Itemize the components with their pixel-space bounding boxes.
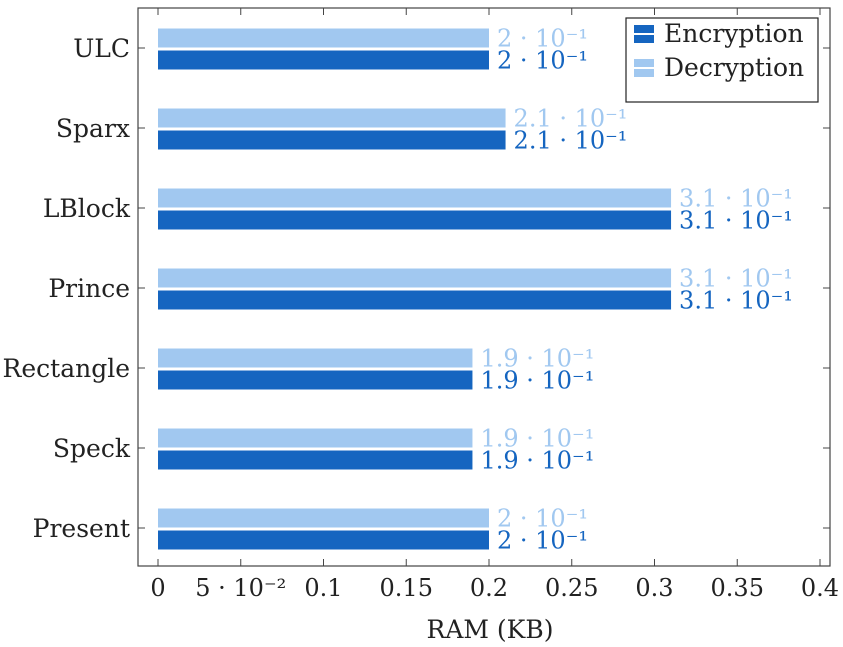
decryption-value-label: 1.9 · 10⁻¹ xyxy=(480,425,594,453)
encryption-bar xyxy=(158,290,672,310)
encryption-value-label: 2.1 · 10⁻¹ xyxy=(514,127,628,155)
x-tick-label: 0.1 xyxy=(304,574,342,602)
decryption-bar xyxy=(158,508,489,528)
x-axis-title: RAM (KB) xyxy=(427,615,554,644)
x-tick-label: 0.4 xyxy=(801,574,839,602)
x-tick-label: 0.15 xyxy=(380,574,433,602)
legend-box xyxy=(625,17,819,103)
encryption-bar xyxy=(158,130,506,150)
encryption-value-label: 1.9 · 10⁻¹ xyxy=(480,367,594,395)
encryption-value-label: 2 · 10⁻¹ xyxy=(497,47,588,75)
decryption-value-label: 1.9 · 10⁻¹ xyxy=(480,345,594,373)
decryption-bar xyxy=(158,428,473,448)
legend-label: Encryption xyxy=(664,19,804,48)
encryption-bar xyxy=(158,530,489,550)
x-tick-label: 0.35 xyxy=(711,574,764,602)
category-label: Prince xyxy=(48,274,130,303)
category-label: Present xyxy=(33,514,130,543)
decryption-bar xyxy=(158,348,473,368)
decryption-value-label: 2 · 10⁻¹ xyxy=(497,505,588,533)
decryption-bar xyxy=(158,268,672,288)
category-label: LBlock xyxy=(43,194,131,223)
category-label: Sparx xyxy=(56,114,130,143)
decryption-value-label: 2.1 · 10⁻¹ xyxy=(514,105,628,133)
decryption-bar xyxy=(158,28,489,48)
decryption-value-label: 2 · 10⁻¹ xyxy=(497,25,588,53)
bars-layer xyxy=(158,28,672,550)
legend: Encryption Decryption xyxy=(625,17,819,103)
legend-swatch-top xyxy=(634,25,654,33)
category-label: Speck xyxy=(53,434,131,463)
encryption-bar xyxy=(158,450,473,470)
decryption-bar xyxy=(158,188,672,208)
x-tick-label: 0.3 xyxy=(635,574,673,602)
ticks-layer: 0 5 · 10⁻² 0.1 0.15 0.2 0.25 0.3 0.35 0.4 ULC Spar… xyxy=(3,8,839,602)
encryption-bar xyxy=(158,370,473,390)
decryption-bar xyxy=(158,108,506,128)
encryption-value-label: 1.9 · 10⁻¹ xyxy=(480,447,594,475)
encryption-bar xyxy=(158,210,672,230)
plot-frame xyxy=(137,7,831,567)
legend-swatch-bottom xyxy=(634,35,654,43)
labels-layer: 2 · 10⁻¹2 · 10⁻¹2.1 · 10⁻¹2.1 · 10⁻¹3.1 … xyxy=(480,25,792,555)
x-tick-label: 0.2 xyxy=(470,574,508,602)
legend-swatch-top xyxy=(634,59,654,67)
category-label: Rectangle xyxy=(3,354,130,383)
category-label: ULC xyxy=(73,34,130,63)
encryption-value-label: 3.1 · 10⁻¹ xyxy=(679,287,793,315)
x-tick-label: 0 xyxy=(150,574,165,602)
x-tick-label: 0.25 xyxy=(545,574,598,602)
encryption-bar xyxy=(158,50,489,70)
legend-swatch-bottom xyxy=(634,69,654,77)
decryption-value-label: 3.1 · 10⁻¹ xyxy=(679,265,793,293)
legend-label: Decryption xyxy=(664,53,804,82)
encryption-value-label: 2 · 10⁻¹ xyxy=(497,527,588,555)
encryption-value-label: 3.1 · 10⁻¹ xyxy=(679,207,793,235)
decryption-value-label: 3.1 · 10⁻¹ xyxy=(679,185,793,213)
x-tick-label: 5 · 10⁻² xyxy=(195,574,286,602)
